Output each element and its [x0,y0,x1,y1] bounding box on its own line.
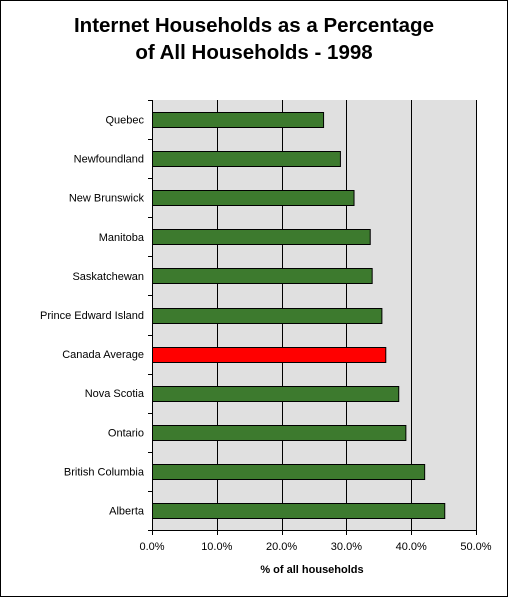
category-label: British Columbia [64,466,145,478]
x-tick-label: 10.0% [201,541,232,553]
category-label: Nova Scotia [85,388,145,400]
category-label: Manitoba [99,232,145,244]
bars [152,112,446,519]
bar-saskatchewan [152,268,373,284]
category-label: Alberta [109,505,145,517]
category-label: Ontario [108,427,144,439]
axes [148,100,477,535]
chart-title: Internet Households as a Percentage of A… [0,12,508,66]
category-label: New Brunswick [69,193,145,205]
category-label: Prince Edward Island [40,310,144,322]
category-label: Canada Average [62,349,144,361]
bar-canada-average [152,347,387,363]
bar-alberta [152,503,446,519]
bar-new-brunswick [152,190,355,206]
x-tick-label: 0.0% [139,541,164,553]
bar-quebec [152,112,325,128]
category-label: Newfoundland [74,154,144,166]
category-label: Quebec [105,115,144,127]
bar-newfoundland [152,151,341,167]
bar-british-columbia [152,464,426,480]
x-tick-label: 20.0% [266,541,297,553]
x-tick-label: 40.0% [396,541,427,553]
chart-title-line-2: of All Households - 1998 [135,41,373,64]
bar-manitoba [152,229,371,245]
x-axis-title: % of all households [260,564,363,576]
category-labels: Quebec Newfoundland New Brunswick Manitoba S… [40,115,145,518]
bar-prince-edward-island [152,308,383,324]
x-tick-labels: 0.0% 10.0% 20.0% 30.0% 40.0% 50.0% [139,541,491,553]
x-tick-label: 30.0% [331,541,362,553]
x-tick-label: 50.0% [460,541,491,553]
bar-nova-scotia [152,386,400,402]
chart-title-line-1: Internet Households as a Percentage [73,14,434,37]
bar-ontario [152,425,407,441]
category-label: Saskatchewan [72,271,144,283]
